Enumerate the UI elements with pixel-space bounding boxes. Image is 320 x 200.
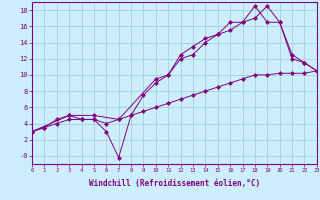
X-axis label: Windchill (Refroidissement éolien,°C): Windchill (Refroidissement éolien,°C) (89, 179, 260, 188)
